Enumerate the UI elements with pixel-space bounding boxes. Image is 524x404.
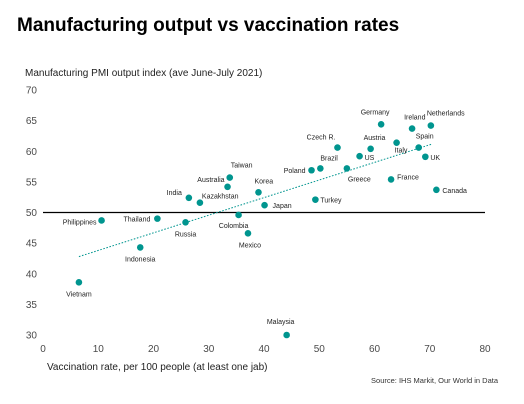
point-label: Colombia — [219, 223, 249, 230]
x-tick-label: 0 — [40, 344, 46, 355]
point-label: Poland — [284, 168, 306, 175]
trendline-group — [78, 143, 433, 258]
point-label: Russia — [175, 231, 197, 238]
data-point — [154, 215, 161, 222]
x-tick-label: 50 — [314, 344, 326, 355]
point-label: Ireland — [404, 115, 426, 122]
point-label: UK — [430, 155, 440, 162]
data-point — [255, 188, 262, 196]
data-point — [261, 201, 268, 209]
x-axis-label: Vaccination rate, per 100 people (at lea… — [47, 362, 268, 373]
point-label: Mexico — [239, 242, 261, 249]
data-point — [393, 139, 400, 146]
data-point — [334, 144, 341, 151]
point-label: France — [397, 174, 419, 181]
data-point — [75, 279, 83, 286]
point-label: Taiwan — [231, 163, 253, 170]
data-point — [226, 174, 234, 181]
y-tick-label: 70 — [26, 86, 38, 97]
point-label: Brazil — [320, 155, 338, 162]
data-point — [235, 211, 242, 219]
data-point — [98, 217, 105, 224]
data-point — [343, 165, 351, 172]
point-label: Italy — [395, 148, 408, 155]
data-point — [367, 145, 374, 153]
x-tick-label: 20 — [148, 344, 160, 355]
point-label: Netherlands — [427, 111, 465, 118]
point-label: Japan — [273, 203, 292, 210]
point-label: Greece — [348, 176, 371, 183]
y-tick-label: 35 — [26, 300, 38, 311]
y-axis-label: Manufacturing PMI output index (ave June… — [25, 68, 262, 79]
data-point — [308, 166, 315, 174]
x-tick-label: 80 — [479, 344, 491, 355]
y-tick-label: 60 — [26, 147, 38, 158]
data-point — [356, 152, 363, 160]
point-label: Philippines — [63, 219, 97, 226]
point-label: Malaysia — [267, 319, 295, 326]
point-label: Austria — [364, 135, 386, 142]
point-label: Turkey — [320, 198, 342, 205]
point-label: Germany — [361, 109, 390, 116]
point-label: US — [365, 155, 375, 162]
data-point — [244, 230, 252, 237]
data-point — [317, 165, 324, 172]
y-tick-label: 40 — [26, 269, 38, 280]
data-point — [224, 183, 231, 191]
point-label: Indonesia — [125, 256, 155, 263]
point-label: Vietnam — [66, 291, 92, 298]
point-label: Thailand — [124, 217, 151, 224]
data-point — [433, 186, 440, 194]
x-tick-label: 10 — [93, 344, 105, 355]
y-tick-label: 45 — [26, 239, 38, 250]
trendline — [78, 143, 433, 258]
point-label: Australia — [197, 177, 224, 184]
point-label: Spain — [416, 134, 434, 141]
point-label: Korea — [254, 178, 273, 185]
data-point — [415, 144, 423, 151]
data-point — [377, 121, 385, 128]
x-tick-label: 70 — [424, 344, 436, 355]
point-label: Canada — [442, 188, 467, 195]
chart-title: Manufacturing output vs vaccination rate… — [17, 15, 400, 36]
x-tick-label: 60 — [369, 344, 381, 355]
y-tick-label: 55 — [26, 177, 38, 188]
x-tick-label: 40 — [258, 344, 270, 355]
x-tick-label: 30 — [203, 344, 215, 355]
points-group: Vietnam Philippines Indonesia Thailand Russi… — [63, 109, 467, 339]
data-point — [422, 153, 429, 161]
point-label: India — [167, 190, 182, 197]
data-point — [136, 244, 144, 251]
data-point — [312, 196, 319, 203]
data-point — [387, 176, 395, 183]
data-point — [408, 125, 416, 132]
data-point — [182, 219, 189, 226]
point-label: Kazakhstan — [202, 194, 239, 201]
point-label: Czech R. — [307, 135, 336, 142]
data-point — [427, 122, 435, 129]
data-point — [283, 331, 290, 339]
data-point — [185, 194, 193, 202]
y-tick-label: 30 — [26, 331, 38, 342]
data-point — [196, 199, 204, 206]
axes-group: 30 35 40 45 50 55 60 65 70 0 10 20 30 40 50 60 70 80 — [26, 86, 491, 356]
source-note: Source: IHS Markit, Our World in Data — [371, 376, 499, 385]
y-tick-label: 65 — [26, 116, 38, 127]
y-tick-label: 50 — [26, 208, 38, 219]
